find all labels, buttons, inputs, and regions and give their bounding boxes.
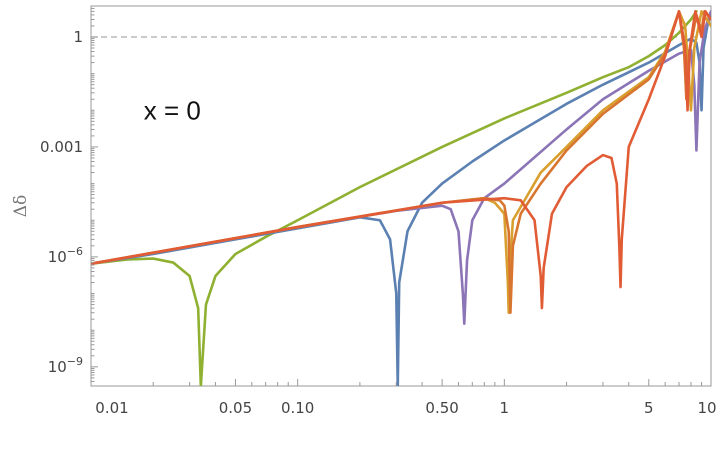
x-tick-label: 1 bbox=[500, 399, 510, 417]
y-tick-label: 10−9 bbox=[48, 355, 83, 376]
ticks-group: 0.01 0.05 0.10 0.50 1 5 10 1 0.001 10−6 10−9 bbox=[40, 5, 717, 417]
x-tick-label: 5 bbox=[644, 399, 654, 417]
y-tick-label: 10−6 bbox=[48, 245, 83, 266]
series-group bbox=[91, 10, 711, 386]
y-tick-label: 0.001 bbox=[40, 138, 83, 156]
series-line-6 bbox=[91, 10, 711, 310]
annotation-label: x = 0 bbox=[144, 95, 201, 125]
y-axis-label: Δδ bbox=[11, 195, 31, 218]
x-tick-label: 0.05 bbox=[219, 399, 252, 417]
series-line-1 bbox=[91, 10, 698, 386]
x-tick-label: 10 bbox=[697, 399, 716, 417]
x-tick-label: 0.10 bbox=[281, 399, 314, 417]
y-tick-label: 1 bbox=[73, 28, 83, 46]
x-tick-label: 0.01 bbox=[95, 399, 128, 417]
x-tick-label: 0.50 bbox=[425, 399, 458, 417]
plot-border bbox=[90, 5, 712, 387]
plot-frame bbox=[90, 5, 712, 387]
